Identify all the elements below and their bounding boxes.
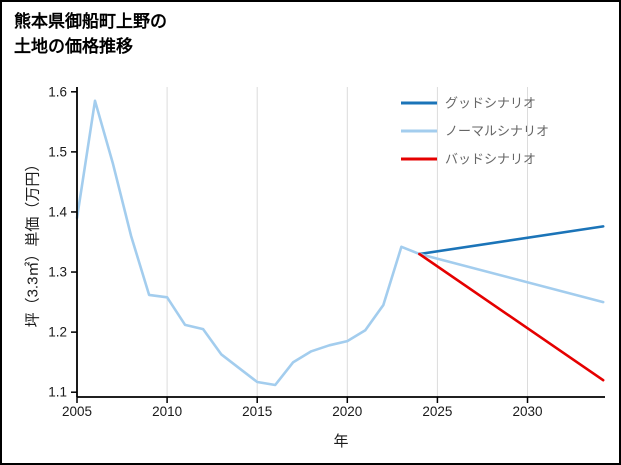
series-good-line (418, 225, 605, 256)
legend-label-bad: バッドシナリオ (445, 152, 536, 167)
y-axis-label: 坪（3.3㎡）単価（万円） (24, 156, 42, 328)
x-axis-label: 年 (333, 433, 349, 450)
chart-title-line2: 土地の価格推移 (14, 36, 133, 56)
x-tick-label: 2015 (242, 404, 272, 419)
x-tick-label: 2005 (62, 404, 92, 419)
x-tick-label: 2025 (422, 404, 452, 419)
y-tick-label: 1.5 (48, 144, 67, 159)
x-tick-label: 2010 (152, 404, 182, 419)
series-history-line (75, 99, 421, 387)
y-tick-label: 1.4 (48, 204, 67, 219)
legend-label-good: グッドシナリオ (445, 96, 536, 111)
y-tick-label: 1.3 (48, 265, 67, 280)
chart-title-line1: 熊本県御船町上野の (14, 12, 167, 31)
x-tick-label: 2030 (512, 404, 542, 419)
x-tick-label: 2020 (332, 404, 362, 419)
series-bad-line (418, 252, 605, 382)
legend-label-normal: ノーマルシナリオ (445, 124, 549, 139)
y-tick-label: 1.2 (48, 325, 67, 340)
y-tick-label: 1.6 (48, 84, 67, 99)
chart-title: 熊本県御船町上野の 土地の価格推移 (14, 10, 167, 59)
y-tick-label: 1.1 (48, 385, 67, 400)
series-normal-line (418, 252, 605, 304)
